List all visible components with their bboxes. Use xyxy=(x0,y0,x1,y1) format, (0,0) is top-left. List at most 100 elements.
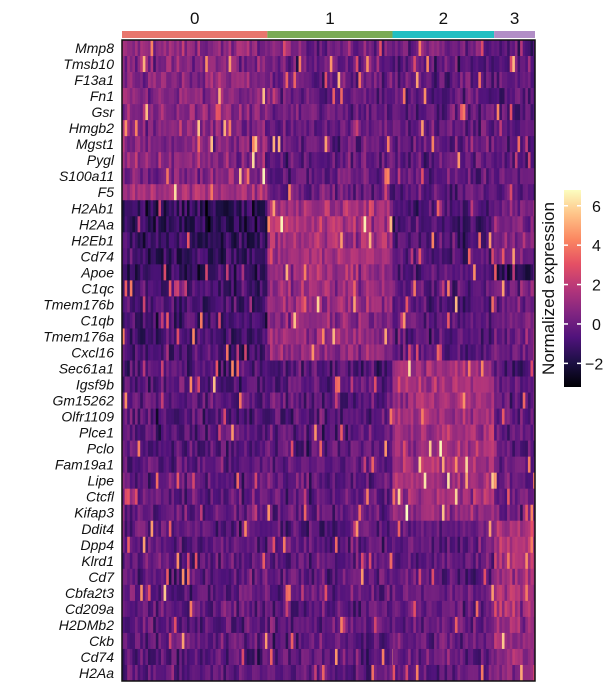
heatmap-cell xyxy=(509,104,513,121)
heatmap-cell xyxy=(189,392,193,409)
heatmap-cell xyxy=(314,56,318,73)
heatmap-cell xyxy=(314,328,318,345)
heatmap-cell xyxy=(233,216,237,233)
heatmap-cell xyxy=(202,280,206,297)
heatmap-cell xyxy=(483,408,487,425)
heatmap-cell xyxy=(171,456,175,474)
heatmap-cell xyxy=(316,360,320,377)
heatmap-cell xyxy=(413,488,417,506)
heatmap-cell xyxy=(236,168,240,185)
heatmap-cell xyxy=(145,136,149,153)
heatmap-cell xyxy=(184,344,188,361)
heatmap-cell xyxy=(395,504,399,522)
heatmap-cell xyxy=(514,72,518,89)
heatmap-cell xyxy=(389,328,393,345)
heatmap-cell xyxy=(226,488,229,506)
heatmap-cell xyxy=(397,248,401,265)
heatmap-cell xyxy=(132,40,136,57)
heatmap-cell xyxy=(148,152,151,169)
heatmap-cell xyxy=(527,88,531,105)
heatmap-cell xyxy=(135,296,138,313)
heatmap-cell xyxy=(373,376,377,393)
heatmap-cell xyxy=(166,456,170,474)
heatmap-cell xyxy=(176,264,180,281)
heatmap-cell xyxy=(262,120,266,137)
heatmap-cell xyxy=(192,392,196,409)
heatmap-cell xyxy=(285,120,289,137)
heatmap-cell xyxy=(275,264,279,281)
heatmap-cell xyxy=(501,312,505,329)
heatmap-cell xyxy=(324,360,328,377)
heatmap-cell xyxy=(530,56,534,73)
heatmap-cell xyxy=(311,344,315,361)
heatmap-cell xyxy=(265,152,268,169)
heatmap-cell xyxy=(223,168,227,185)
heatmap-cell xyxy=(491,488,495,506)
heatmap-cell xyxy=(478,408,482,425)
heatmap-cell xyxy=(486,168,490,185)
heatmap-cell xyxy=(423,280,427,297)
heatmap-cell xyxy=(460,408,464,425)
heatmap-cell xyxy=(168,504,172,522)
heatmap-cell xyxy=(277,152,281,169)
heatmap-cell xyxy=(249,264,253,281)
heatmap-cell xyxy=(220,328,224,345)
heatmap-cell xyxy=(392,520,396,538)
heatmap-cell xyxy=(347,56,351,73)
heatmap-cell xyxy=(137,296,141,313)
heatmap-cell xyxy=(324,344,328,361)
heatmap-cell xyxy=(265,40,268,57)
heatmap-cell xyxy=(158,264,162,281)
heatmap-cell xyxy=(155,328,159,345)
heatmap-cell xyxy=(239,296,242,313)
heatmap-cell xyxy=(499,296,503,313)
heatmap-cell xyxy=(132,488,136,506)
heatmap-cell xyxy=(218,488,222,506)
heatmap-cell xyxy=(174,88,177,105)
heatmap-cell xyxy=(163,200,167,217)
heatmap-cell xyxy=(347,168,351,185)
heatmap-cell xyxy=(127,104,131,121)
heatmap-cell xyxy=(205,424,209,441)
heatmap-cell xyxy=(194,520,198,538)
heatmap-cell xyxy=(148,456,151,474)
heatmap-cell xyxy=(520,472,524,490)
heatmap-cell xyxy=(345,360,349,377)
heatmap-cell xyxy=(280,520,284,538)
heatmap-cell xyxy=(527,488,531,506)
heatmap-cell xyxy=(316,520,320,538)
heatmap-cell xyxy=(447,120,451,137)
heatmap-cell xyxy=(194,376,198,393)
heatmap-cell xyxy=(254,152,258,169)
heatmap-cell xyxy=(488,472,492,490)
heatmap-cell xyxy=(397,168,401,185)
heatmap-cell xyxy=(290,424,294,441)
heatmap-cell xyxy=(514,296,518,313)
heatmap-cell xyxy=(228,360,232,377)
heatmap-cell xyxy=(187,248,190,265)
heatmap-cell xyxy=(480,72,484,89)
heatmap-cell xyxy=(244,488,248,506)
heatmap-cell xyxy=(347,360,351,377)
heatmap-cell xyxy=(316,328,320,345)
heatmap-cell xyxy=(345,136,349,153)
heatmap-cell xyxy=(402,440,406,457)
heatmap-cell xyxy=(197,376,201,393)
heatmap-cell xyxy=(187,376,190,393)
heatmap-cell xyxy=(527,408,531,425)
heatmap-cell xyxy=(426,88,430,105)
heatmap-cell xyxy=(421,120,425,137)
heatmap-cell xyxy=(426,472,430,490)
heatmap-cell xyxy=(202,88,206,105)
heatmap-cell xyxy=(444,264,448,281)
heatmap-cell xyxy=(366,200,370,217)
heatmap-cell xyxy=(324,168,328,185)
heatmap-cell xyxy=(491,456,495,474)
heatmap-cell xyxy=(308,40,312,57)
heatmap-cell xyxy=(517,184,521,201)
heatmap-cell xyxy=(478,264,482,281)
heatmap-cell xyxy=(520,136,524,153)
heatmap-cell xyxy=(376,520,380,538)
heatmap-cell xyxy=(478,456,482,474)
heatmap-cell xyxy=(371,456,375,474)
